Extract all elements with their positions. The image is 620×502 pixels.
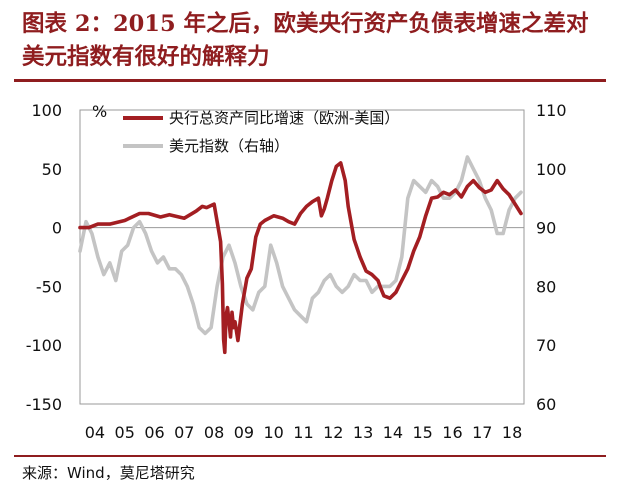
x-axis-tick-labels: 04 05 06 07 08 09 10 11 12 13 14 15 16 17 18	[85, 423, 523, 442]
x-tick-label: 10	[264, 423, 284, 442]
x-tick-label: 09	[234, 423, 254, 442]
left-axis-unit: %	[92, 102, 107, 121]
x-tick-label: 06	[144, 423, 164, 442]
series-lines	[78, 155, 523, 355]
x-tick-label: 18	[502, 423, 522, 442]
left-tick-label: -100	[26, 336, 62, 355]
x-tick-label: 04	[85, 423, 105, 442]
dollar-index-line	[78, 155, 523, 336]
right-tick-label: 70	[536, 336, 556, 355]
right-axis-tick-labels: 110 100 90 80 70 60	[536, 101, 567, 414]
source-note: 来源：Wind，莫尼塔研究	[22, 464, 195, 482]
right-tick-label: 90	[536, 219, 556, 238]
x-tick-label: 17	[472, 423, 492, 442]
x-tick-label: 05	[115, 423, 135, 442]
plot-frame	[79, 109, 525, 405]
left-tick-label: 100	[31, 101, 62, 120]
right-tick-label: 110	[536, 101, 567, 120]
title-divider	[14, 79, 606, 82]
right-tick-label: 80	[536, 277, 556, 296]
left-tick-label: -150	[26, 395, 62, 414]
x-tick-label: 11	[293, 423, 313, 442]
right-tick-label: 100	[536, 160, 567, 179]
left-tick-label: 0	[52, 219, 62, 238]
right-tick-label: 60	[536, 395, 556, 414]
legend-label-balance-sheet: 央行总资产同比增速（欧洲-美国）	[169, 109, 399, 127]
legend: 央行总资产同比增速（欧洲-美国） 美元指数（右轴）	[123, 109, 399, 155]
left-tick-label: 50	[42, 160, 62, 179]
x-tick-label: 12	[323, 423, 343, 442]
x-tick-label: 14	[383, 423, 403, 442]
x-tick-label: 15	[413, 423, 433, 442]
x-tick-label: 13	[353, 423, 373, 442]
x-tick-label: 08	[204, 423, 224, 442]
x-tick-label: 16	[442, 423, 462, 442]
balance-sheet-growth-line	[78, 161, 523, 355]
x-tick-label: 07	[174, 423, 194, 442]
figure-title: 图表 2：2015 年之后，欧美央行资产负债表增速之差对美元指数有很好的解释力	[22, 11, 589, 70]
legend-label-dollar-index: 美元指数（右轴）	[169, 137, 289, 155]
footer-divider	[14, 455, 606, 457]
left-tick-label: -50	[36, 277, 62, 296]
left-axis-tick-labels: 100 50 0 -50 -100 -150	[26, 101, 62, 414]
